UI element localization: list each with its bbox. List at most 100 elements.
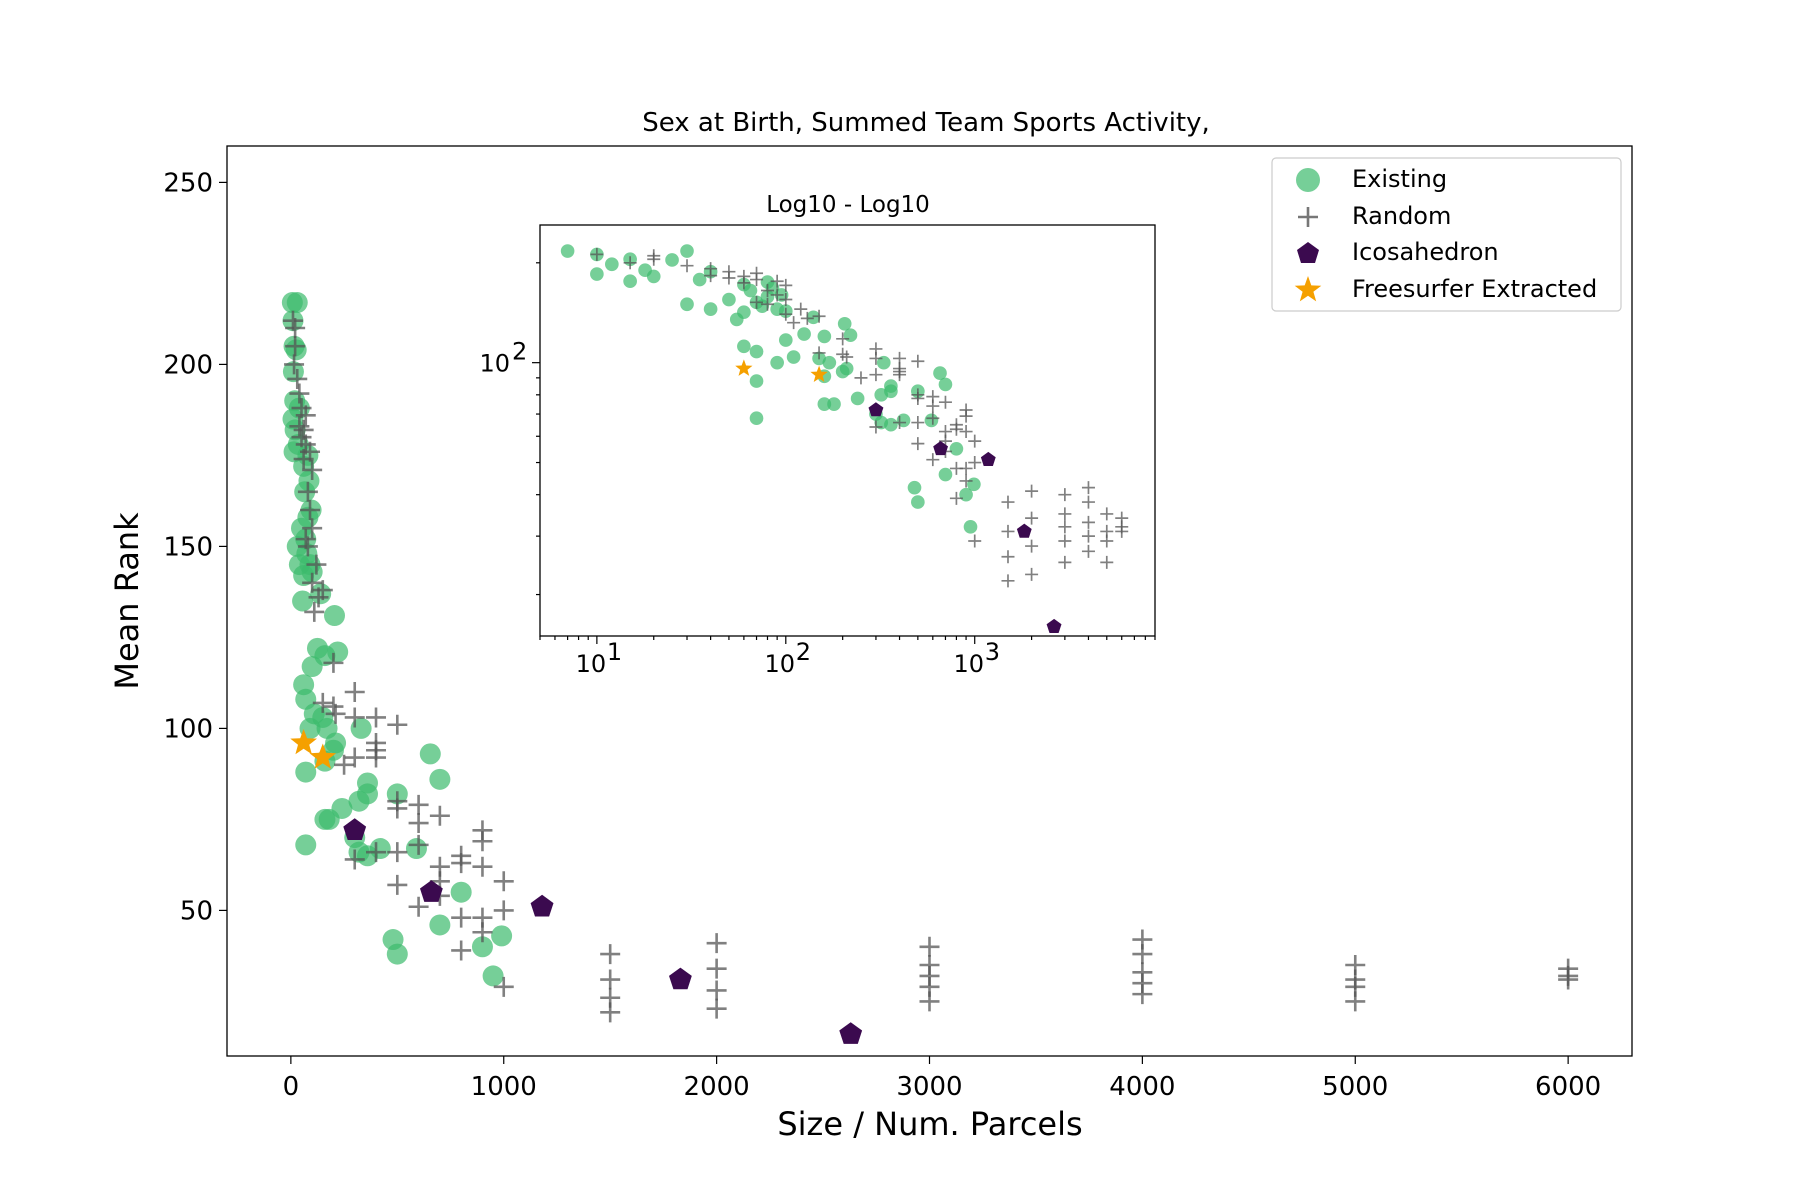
random-point <box>893 368 907 382</box>
existing-point <box>348 790 370 812</box>
legend: Existing Random Icosahedron Freesurfer E… <box>1271 157 1622 312</box>
icosahedron-point <box>868 402 884 417</box>
random-point <box>408 794 429 815</box>
existing-point <box>850 391 865 406</box>
x-tick-label: 6000 <box>1535 1072 1601 1102</box>
icosahedron-point <box>839 1022 863 1044</box>
random-point <box>493 871 514 892</box>
icosahedron-point <box>980 451 996 466</box>
existing-point <box>827 397 841 411</box>
freesurfer-point <box>309 743 337 769</box>
random-point <box>623 256 637 270</box>
existing-point <box>386 943 408 965</box>
random-point <box>1025 539 1039 553</box>
random-point <box>760 297 774 311</box>
existing-point <box>907 480 922 495</box>
random-point <box>737 276 751 290</box>
main-axis-ticks: 0 1000 2000 3000 4000 5000 6000 50 100 150 200 250 <box>163 168 1601 1102</box>
existing-point <box>327 641 349 663</box>
existing-point <box>797 327 811 341</box>
existing-point <box>806 310 821 325</box>
random-point <box>750 273 764 287</box>
y-axis-label: Mean Rank <box>108 512 146 690</box>
existing-point <box>590 267 604 281</box>
existing-point <box>817 397 832 411</box>
random-point <box>366 707 387 728</box>
random-point <box>1100 507 1114 521</box>
x-tick-label: 5000 <box>1322 1072 1388 1102</box>
existing-point <box>692 272 707 287</box>
existing-point <box>749 374 764 388</box>
random-point <box>779 307 793 321</box>
random-point <box>1115 524 1129 538</box>
random-point <box>408 813 429 834</box>
x-tick-label: 4000 <box>1109 1072 1175 1102</box>
random-point <box>1058 507 1072 521</box>
freesurfer-point <box>810 365 828 382</box>
existing-point <box>949 441 964 456</box>
random-point <box>706 933 727 954</box>
random-point <box>968 456 982 470</box>
icosahedron-point <box>343 818 367 840</box>
random-point <box>304 601 325 622</box>
random-point <box>1081 544 1095 558</box>
random-point <box>869 420 883 434</box>
random-point <box>779 278 793 292</box>
legend-marker-icosahedron <box>1297 242 1319 263</box>
freesurfer-point <box>735 359 753 376</box>
y-tick-label: 150 <box>163 532 213 562</box>
x-tick-label: 2000 <box>684 1072 750 1102</box>
existing-point <box>737 339 751 354</box>
random-point <box>959 474 973 488</box>
random-point <box>1001 574 1015 588</box>
existing-point <box>778 333 793 347</box>
random-point <box>1100 534 1114 548</box>
inset-title: Log10 - Log10 <box>766 192 930 218</box>
random-point <box>949 491 963 505</box>
existing-point <box>884 417 898 432</box>
random-point <box>344 849 365 870</box>
random-point <box>1081 481 1095 495</box>
random-point <box>1025 511 1039 525</box>
existing-point <box>680 297 694 312</box>
random-point <box>779 293 793 307</box>
random-point <box>1081 515 1095 529</box>
random-point <box>949 422 963 436</box>
y-tick-label: 200 <box>163 350 213 380</box>
random-point <box>760 284 774 298</box>
existing-point <box>924 413 939 428</box>
existing-point <box>843 328 858 343</box>
random-point <box>600 944 621 965</box>
inset-data-points <box>560 244 1129 633</box>
random-point <box>704 269 718 283</box>
random-point <box>408 896 429 917</box>
random-point <box>911 391 925 405</box>
random-point <box>312 692 333 713</box>
y-tick-label: 100 <box>163 714 213 744</box>
random-point <box>794 302 808 316</box>
random-point <box>1058 520 1072 534</box>
random-point <box>869 351 883 365</box>
random-point <box>297 481 318 502</box>
random-point <box>366 747 387 768</box>
inset-x-tick-label: 10 <box>765 650 796 678</box>
existing-point <box>646 269 661 284</box>
random-point <box>1001 550 1015 564</box>
existing-point <box>963 520 978 534</box>
random-point <box>323 652 344 673</box>
inset-y-tick-exponent: 2 <box>512 338 527 366</box>
random-point <box>959 425 973 439</box>
random-point <box>911 416 925 430</box>
legend-label-icosahedron: Icosahedron <box>1352 238 1499 266</box>
random-point <box>1081 529 1095 543</box>
random-point <box>429 805 450 826</box>
inset-x-tick-exponent: 3 <box>985 638 1000 666</box>
existing-point <box>450 881 472 903</box>
random-point <box>968 434 982 448</box>
random-point <box>812 309 826 323</box>
random-point <box>344 707 365 728</box>
random-point <box>800 311 814 325</box>
existing-point <box>665 253 679 267</box>
existing-point <box>938 467 953 482</box>
x-tick-label: 0 <box>283 1072 300 1102</box>
